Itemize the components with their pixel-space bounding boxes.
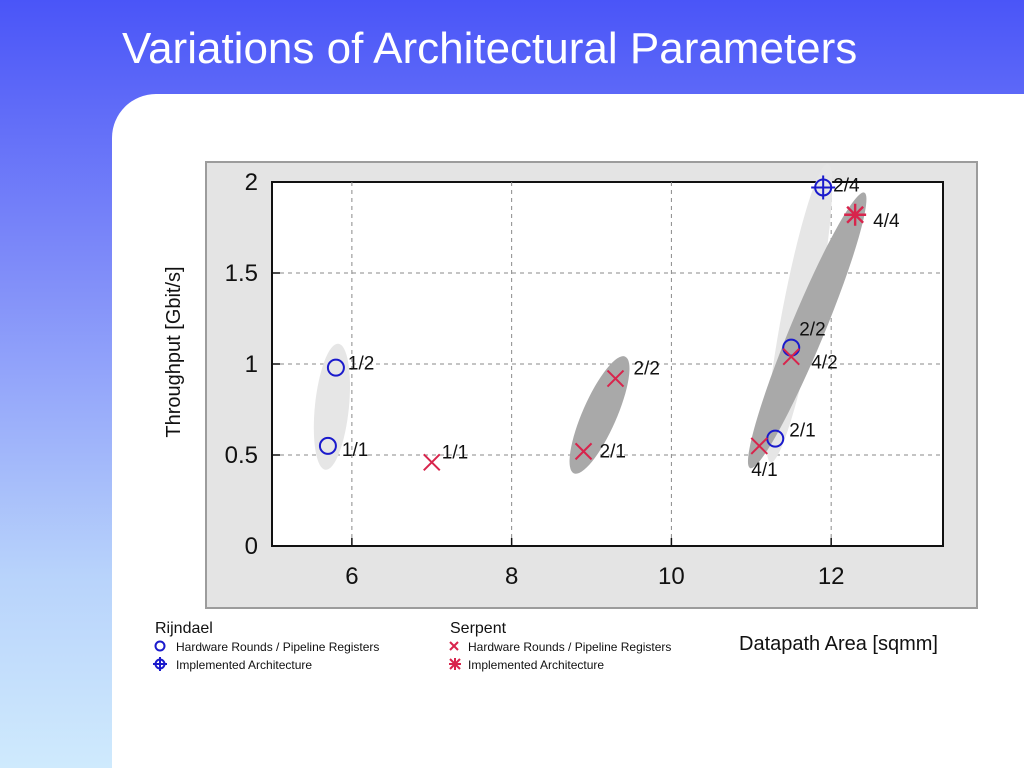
axis-ticks: 6 8 10 12 0 0.5 1 1.5 2 [225,169,845,590]
point-label: 2/1 [600,441,626,462]
legend-crosshair-marker [153,657,167,671]
y-tick-label: 1.5 [225,260,258,287]
data-point-x [782,348,800,366]
point-label: 1/1 [342,440,368,461]
point-label: 1/1 [442,442,468,463]
legend-title-serpent: Serpent [450,620,507,637]
x-tick-label: 8 [505,563,518,590]
data-point-circle [326,358,345,377]
legend-circle-marker [154,640,166,652]
slide-title: Variations of Architectural Parameters [122,24,858,73]
group-ellipse [313,343,351,470]
y-tick-label: 1 [245,351,258,378]
point-labels: 1/1 1/2 2/1 2/2 2/4 1/1 2/1 2/2 4/1 4/2 4/4 [342,175,900,480]
y-tick-label: 2 [245,169,258,196]
data-point-crosshair [811,175,836,200]
x-axis-title: Datapath Area [sqmm] [739,633,938,655]
point-label: 1/2 [348,354,374,375]
group-ellipse [747,192,867,469]
group-ellipse [569,356,630,474]
point-label: 4/2 [811,353,837,374]
legend: Rijndael Hardware Rounds / Pipeline Regi… [153,620,671,672]
content-panel: 6 8 10 12 0 0.5 1 1.5 2 1/1 1/2 2/1 2/2 2/4 1/1 2/1 2/2… [112,94,1024,768]
x-tick-label: 10 [658,563,685,590]
legend-entry-serpent-implemented: Implemented Architecture [468,658,604,672]
chart: 6 8 10 12 0 0.5 1 1.5 2 1/1 1/2 2/1 2/2 2/4 1/1 2/1 2/2… [153,161,978,672]
legend-title-rijndael: Rijndael [155,620,213,637]
legend-group-serpent: Serpent Hardware Rounds / Pipeline Regis… [449,620,671,672]
point-label: 4/4 [873,211,900,232]
legend-entry-serpent-rounds: Hardware Rounds / Pipeline Registers [468,640,671,654]
data-point-x [750,437,768,455]
point-label: 2/1 [789,421,815,442]
point-label: 2/2 [799,320,825,341]
y-axis-title: Throughput [Gbit/s] [163,266,185,437]
data-point-star [844,203,867,226]
data-point-circle [318,436,337,455]
x-tick-label: 6 [345,563,358,590]
point-label: 2/2 [633,359,659,380]
legend-star-marker [449,658,461,670]
legend-x-marker [449,641,459,651]
point-label: 2/4 [833,175,860,196]
point-label: 4/1 [751,460,777,481]
markers [318,175,867,471]
legend-entry-rijndael-rounds: Hardware Rounds / Pipeline Registers [176,640,379,654]
y-tick-label: 0.5 [225,442,258,469]
group-shading [313,163,867,474]
data-point-x [606,369,625,388]
data-point-x [423,453,441,471]
data-point-x [574,442,593,461]
legend-entry-rijndael-implemented: Implemented Architecture [176,658,312,672]
x-tick-label: 12 [818,563,845,590]
legend-group-rijndael: Rijndael Hardware Rounds / Pipeline Regi… [153,620,379,672]
y-tick-label: 0 [245,533,258,560]
